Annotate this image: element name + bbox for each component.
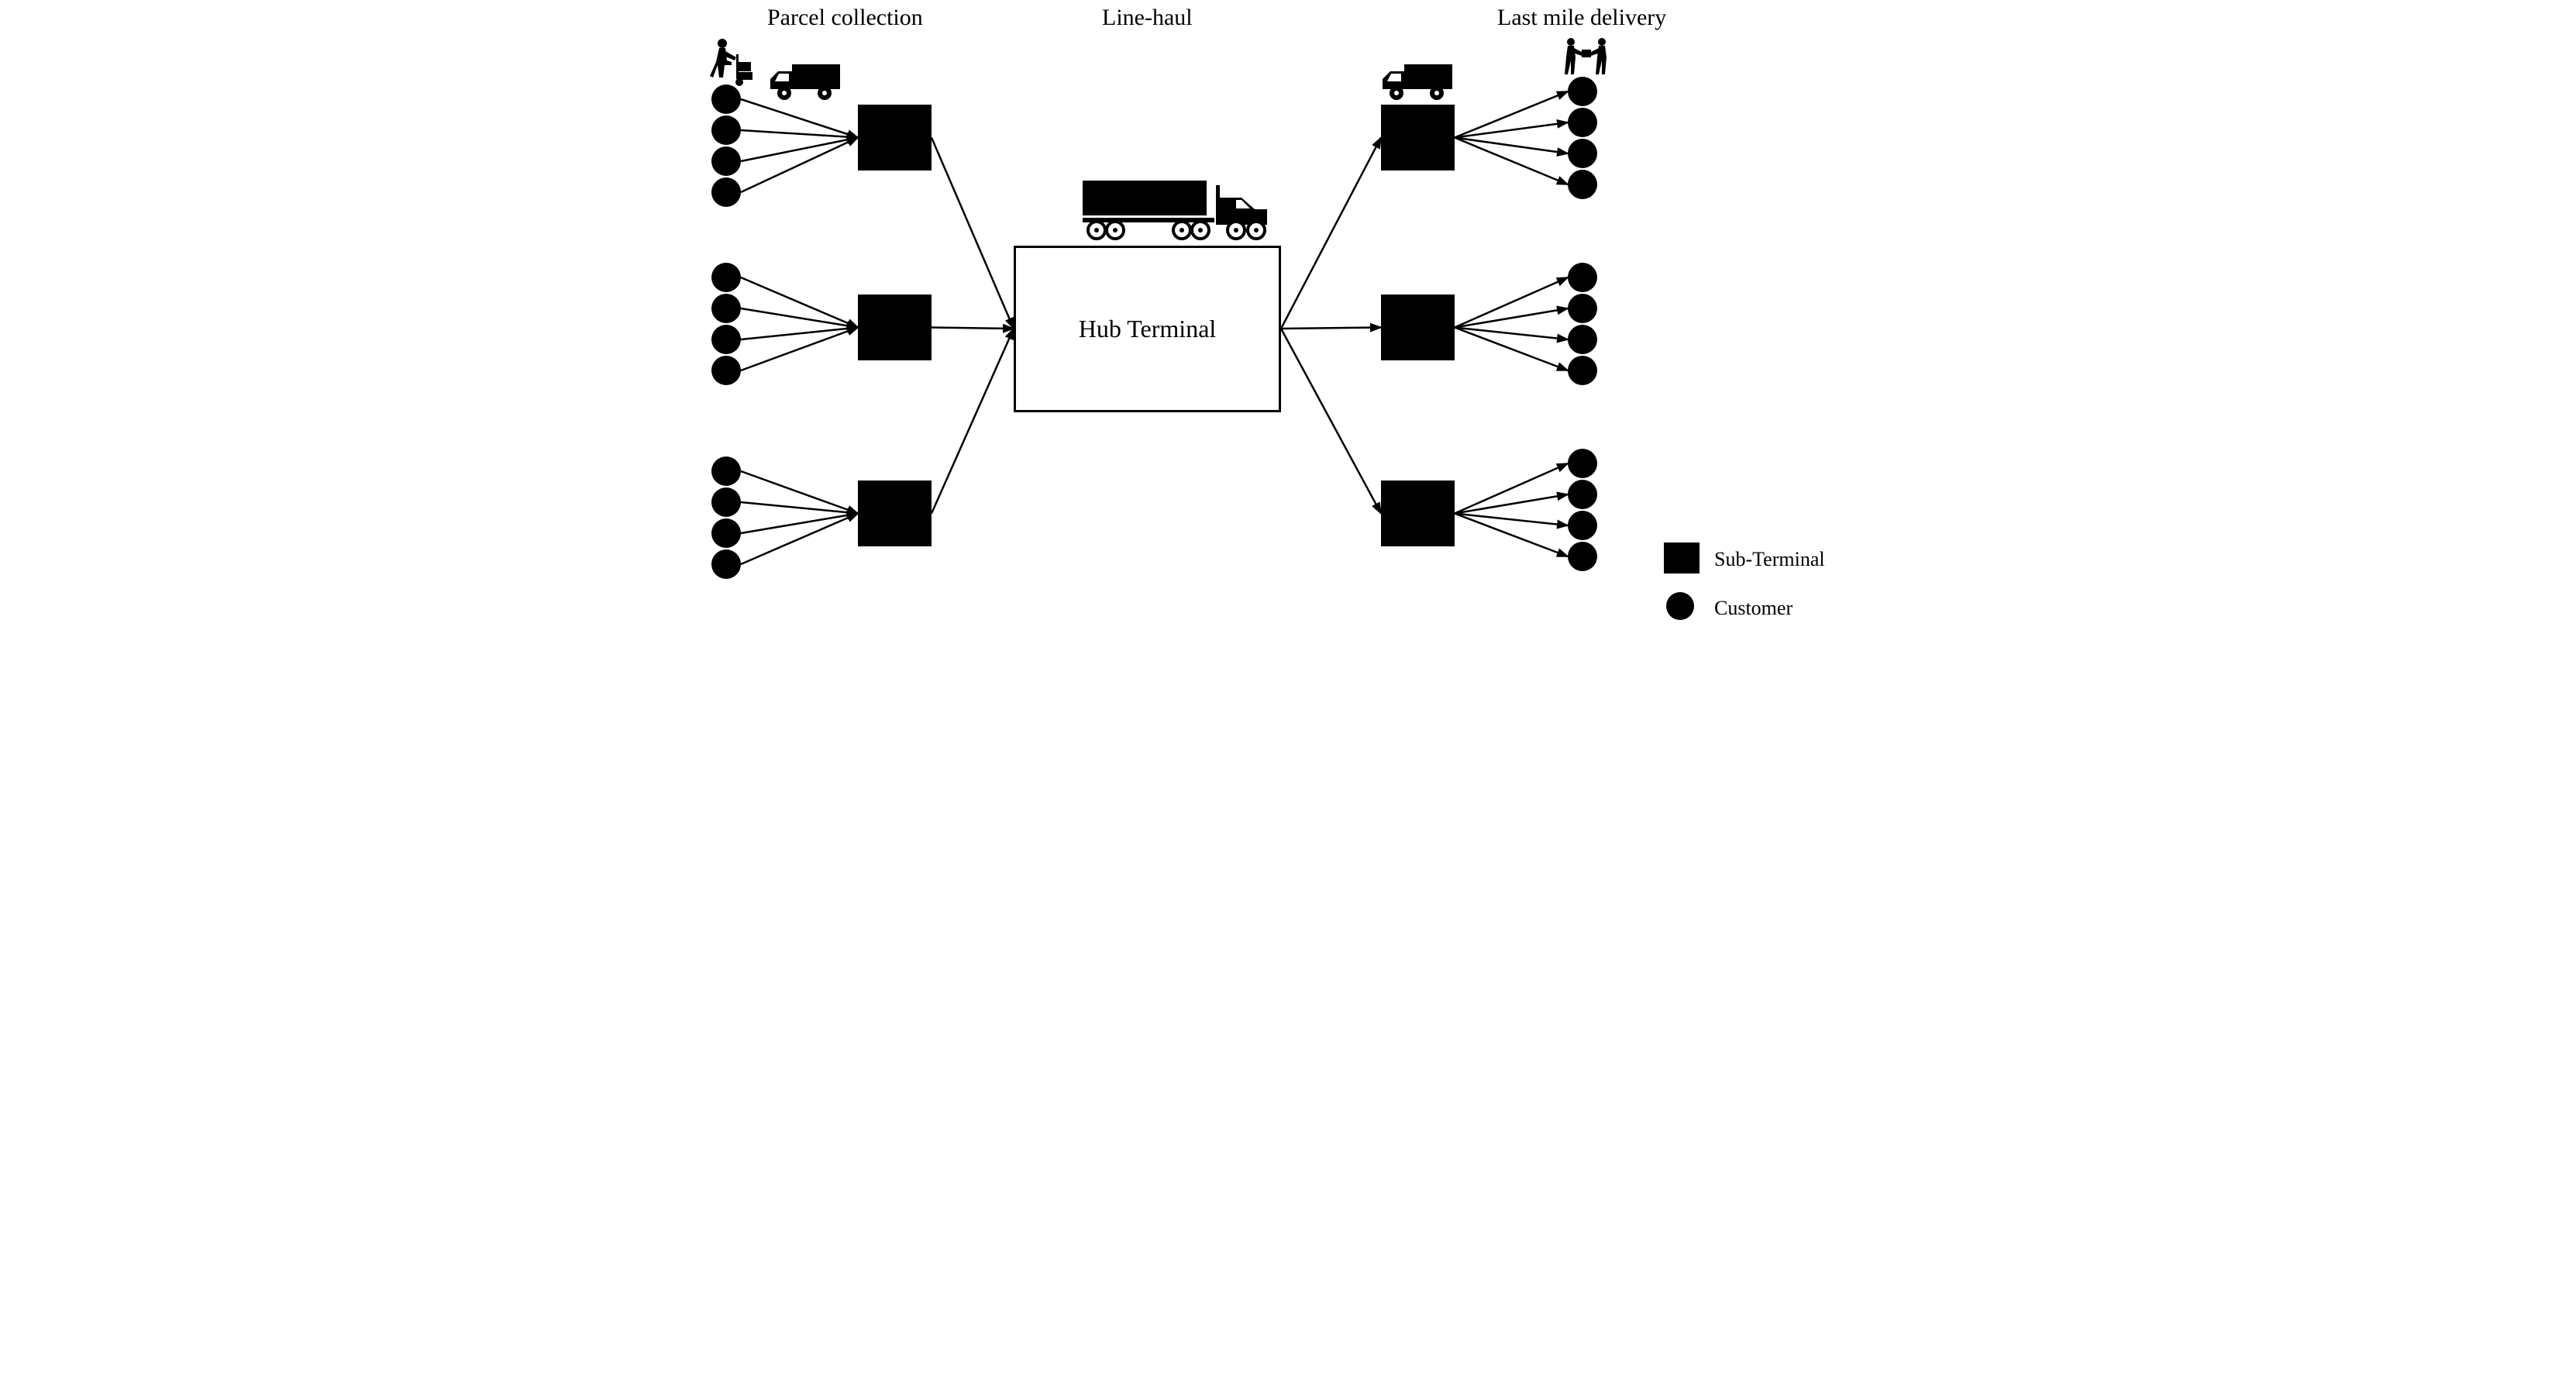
small-truck-icon bbox=[1383, 64, 1452, 100]
customer-left-0-1 bbox=[711, 115, 741, 145]
customer-right-0-0 bbox=[1568, 77, 1597, 106]
handcart-icon bbox=[710, 39, 752, 86]
semi-truck-icon bbox=[1083, 181, 1267, 239]
legend-cust-label: Customer bbox=[1714, 597, 1793, 620]
legend-sub-square bbox=[1664, 542, 1700, 574]
sub-terminal-right-1 bbox=[1381, 294, 1455, 360]
delivery-person-icon bbox=[1565, 38, 1607, 74]
customer-right-2-0 bbox=[1568, 449, 1597, 478]
sub-terminal-right-2 bbox=[1381, 480, 1455, 546]
legend-cust-circle bbox=[1666, 592, 1694, 620]
heading-delivery: Last mile delivery bbox=[1497, 5, 1666, 31]
customer-right-2-2 bbox=[1568, 511, 1597, 540]
customer-left-0-3 bbox=[711, 177, 741, 207]
sub-terminal-left-0 bbox=[858, 105, 932, 170]
heading-linehaul: Line-haul bbox=[1102, 5, 1193, 31]
customer-right-0-1 bbox=[1568, 108, 1597, 137]
diagram-stage: Parcel collection Line-haul Last mile de… bbox=[699, 0, 1877, 639]
customer-left-2-3 bbox=[711, 549, 741, 579]
customer-right-0-3 bbox=[1568, 170, 1597, 199]
customer-right-1-1 bbox=[1568, 294, 1597, 323]
hub-terminal-label: Hub Terminal bbox=[1079, 315, 1217, 343]
customer-left-0-2 bbox=[711, 146, 741, 176]
customer-left-2-0 bbox=[711, 456, 741, 486]
customer-left-1-2 bbox=[711, 325, 741, 354]
customer-left-1-1 bbox=[711, 294, 741, 323]
customer-right-0-2 bbox=[1568, 139, 1597, 168]
customer-left-1-0 bbox=[711, 263, 741, 292]
sub-terminal-left-1 bbox=[858, 294, 932, 360]
customer-right-2-1 bbox=[1568, 480, 1597, 509]
hub-terminal: Hub Terminal bbox=[1014, 246, 1281, 412]
heading-collection: Parcel collection bbox=[767, 5, 923, 31]
customer-left-1-3 bbox=[711, 356, 741, 385]
legend-sub-label: Sub-Terminal bbox=[1714, 548, 1825, 571]
customer-left-0-0 bbox=[711, 84, 741, 114]
customer-right-1-2 bbox=[1568, 325, 1597, 354]
sub-terminal-right-0 bbox=[1381, 105, 1455, 170]
sub-terminal-left-2 bbox=[858, 480, 932, 546]
customer-right-2-3 bbox=[1568, 542, 1597, 571]
customer-right-1-0 bbox=[1568, 263, 1597, 292]
customer-left-2-1 bbox=[711, 487, 741, 517]
customer-right-1-3 bbox=[1568, 356, 1597, 385]
customer-left-2-2 bbox=[711, 518, 741, 548]
small-truck-icon bbox=[770, 64, 840, 100]
